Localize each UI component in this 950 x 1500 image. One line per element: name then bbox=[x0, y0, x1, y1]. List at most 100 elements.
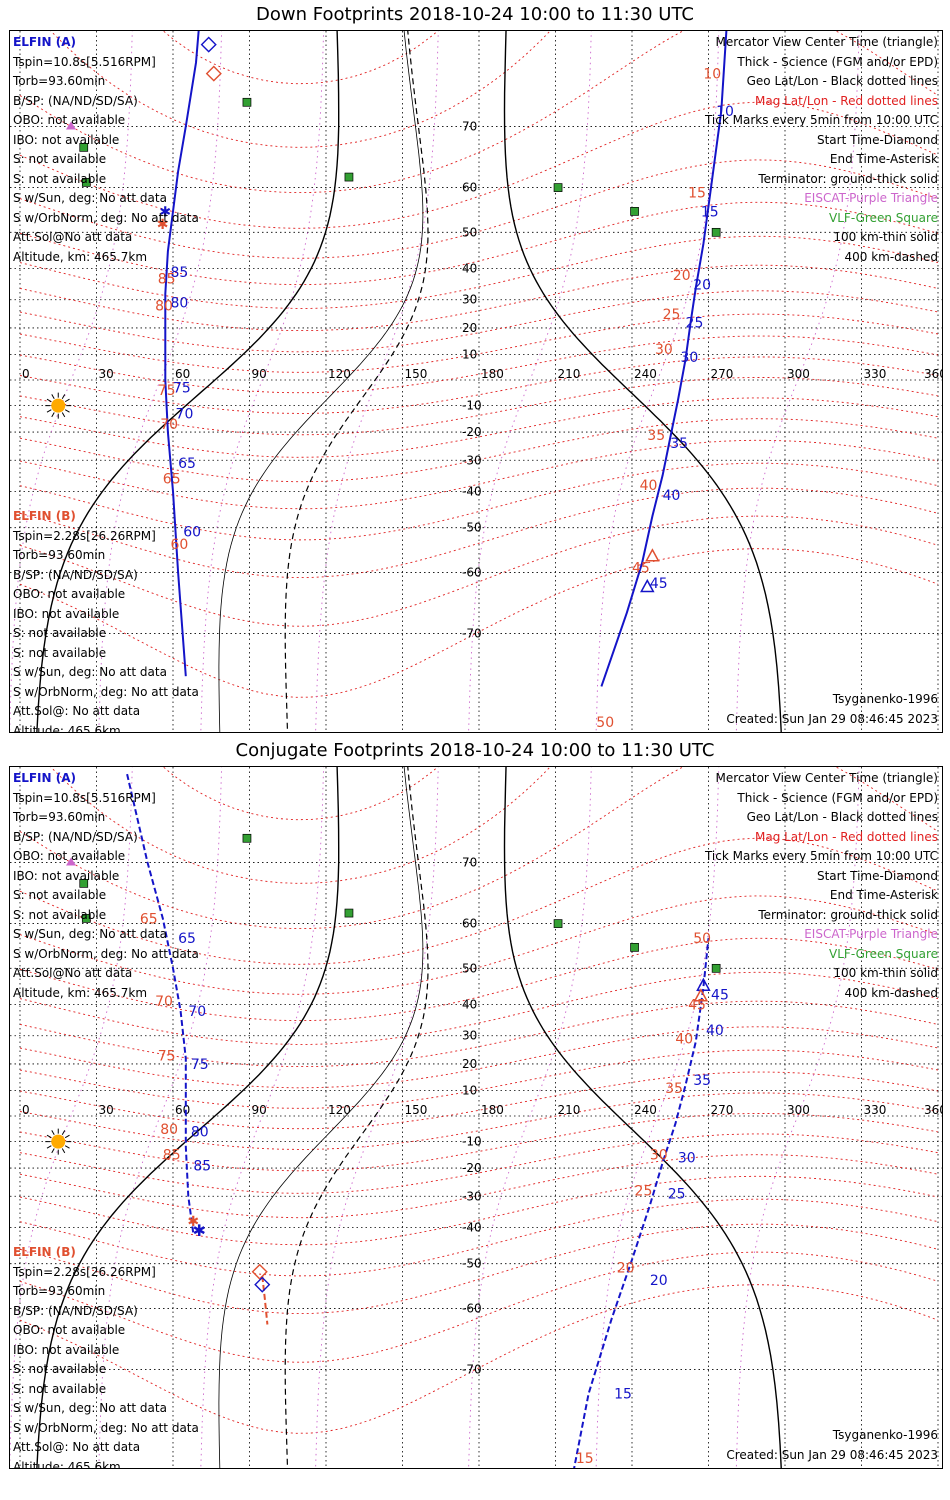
mag-meridian bbox=[200, 767, 325, 1468]
legend: Mercator View Center Time (triangle) Thi… bbox=[705, 33, 938, 267]
legend-item: Mag Lat/Lon - Red dotted lines bbox=[754, 829, 938, 844]
tick-time-label: 70 bbox=[188, 1004, 206, 1020]
legend-item: VLF-Green Square bbox=[829, 946, 938, 961]
x-tick-label: 180 bbox=[481, 1103, 504, 1117]
tick-time-label: 25 bbox=[668, 1186, 686, 1202]
info-line: B/SP: (NA/ND/SD/SA) bbox=[13, 829, 138, 844]
legend-item: Tick Marks every 5min from 10:00 UTC bbox=[704, 113, 938, 127]
vlf-square bbox=[630, 943, 639, 952]
mag-lat-gridline bbox=[19, 290, 939, 353]
elfin-b-header: ELFIN (B) bbox=[13, 1245, 76, 1259]
tick-time-label: 60 bbox=[183, 525, 201, 541]
tick-time-label: 60 bbox=[170, 537, 188, 553]
y-tick-label: 20 bbox=[462, 1057, 477, 1071]
sun-ray bbox=[64, 1134, 70, 1139]
tick-time-label: 20 bbox=[650, 1273, 668, 1289]
legend-item: Mag Lat/Lon - Red dotted lines bbox=[754, 93, 938, 108]
sun-ray bbox=[64, 398, 70, 403]
mag-meridian bbox=[98, 767, 223, 1468]
end-asterisk: ✱ bbox=[193, 1221, 206, 1240]
info-line: IBO: not available bbox=[13, 606, 120, 621]
sun-ray bbox=[46, 409, 52, 413]
mag-lat-gridline bbox=[50, 31, 551, 148]
sun-ray bbox=[61, 394, 66, 399]
start-diamond bbox=[251, 1263, 268, 1280]
terminator-100km-line bbox=[218, 767, 424, 1468]
center-triangle bbox=[640, 578, 655, 593]
info-line: Tspin=10.8s[5.516RPM] bbox=[13, 54, 156, 69]
info-line: S: not available bbox=[13, 171, 107, 186]
info-line: S w/Sun, deg: No att data bbox=[13, 665, 167, 679]
x-tick-label: 240 bbox=[634, 367, 657, 381]
vlf-square bbox=[242, 833, 252, 843]
vlf-square bbox=[81, 178, 91, 187]
legend-item: 400 km-dashed bbox=[844, 249, 938, 264]
legend-item: Geo Lat/Lon - Black dotted lines bbox=[746, 810, 938, 824]
tick-time-label: 75 bbox=[173, 381, 191, 397]
sun-icon bbox=[51, 398, 66, 413]
mag-lat-gridline bbox=[19, 937, 939, 1022]
x-tick-label: 150 bbox=[405, 367, 428, 381]
terminator-100km-line bbox=[218, 31, 424, 732]
tick-time-label: 85 bbox=[158, 271, 176, 287]
mag-meridian bbox=[10, 767, 133, 1468]
sun-ray bbox=[46, 1134, 52, 1139]
mag-lat-gridline bbox=[19, 201, 939, 286]
tick-time-label: 45 bbox=[688, 998, 706, 1014]
x-tick-label: 90 bbox=[252, 367, 267, 381]
tick-time-label: 75 bbox=[158, 1049, 176, 1065]
info-line: Altitude, km: 465.7km bbox=[13, 249, 148, 264]
model-label: Tsyganenko-1996 bbox=[832, 1428, 938, 1442]
tick-time-label: 65 bbox=[163, 472, 181, 488]
end-asterisk: ✱ bbox=[157, 217, 169, 233]
info-line: Altitude, km: 465.7km bbox=[13, 985, 148, 1000]
tick-time-label: 30 bbox=[655, 342, 673, 358]
tick-time-label: 85 bbox=[193, 1158, 211, 1174]
legend-item: Mercator View Center Time (triangle) bbox=[715, 35, 938, 49]
info-line: Torb=93.60min bbox=[13, 548, 106, 562]
x-tick-label: 90 bbox=[252, 1103, 267, 1117]
sun-ray bbox=[61, 1130, 66, 1135]
sun-ray bbox=[61, 1148, 66, 1154]
sun-ray bbox=[51, 412, 55, 418]
info-line: S w/Sun, deg: No att data bbox=[13, 191, 167, 205]
x-tick-label: 330 bbox=[864, 367, 887, 381]
tick-time-label: 25 bbox=[686, 315, 704, 331]
y-tick-label: 20 bbox=[462, 321, 477, 335]
terminator-ground-line bbox=[503, 31, 782, 732]
info-line: Att.Sol@No att data bbox=[13, 230, 133, 244]
tick-time-label: 40 bbox=[675, 1032, 693, 1048]
y-tick-label: 40 bbox=[462, 998, 477, 1012]
info-line: Altitude: 465.6km bbox=[13, 723, 121, 733]
terminator-ground-line bbox=[36, 767, 340, 1468]
y-tick-label: -10 bbox=[462, 399, 482, 413]
tick-time-label: 40 bbox=[706, 1023, 724, 1039]
info-line: S: not available bbox=[13, 888, 107, 902]
vlf-square bbox=[344, 908, 354, 918]
tick-time-label: 80 bbox=[170, 296, 188, 312]
info-line: B/SP: (NA/ND/SD/SA) bbox=[13, 567, 138, 582]
mag-meridian bbox=[468, 767, 592, 1468]
x-tick-label: 120 bbox=[328, 367, 351, 381]
x-tick-label: 270 bbox=[711, 1103, 734, 1117]
vlf-square bbox=[79, 143, 89, 152]
tick-time-label: 65 bbox=[140, 911, 158, 927]
tick-time-label: 45 bbox=[711, 987, 729, 1003]
center-triangle bbox=[645, 548, 660, 562]
start-diamond bbox=[254, 1276, 271, 1293]
info-line: Torb=93.60min bbox=[13, 810, 106, 824]
sun-ray bbox=[61, 412, 66, 418]
vlf-square bbox=[711, 227, 721, 237]
mag-lat-gridline bbox=[19, 1049, 939, 1109]
sun-ray bbox=[51, 394, 55, 399]
info-line: Att.Sol@: No att data bbox=[13, 1440, 141, 1454]
mag-lat-gridline bbox=[19, 235, 939, 309]
mag-lat-gridline bbox=[19, 1092, 939, 1150]
center-triangle bbox=[696, 977, 711, 991]
info-line: Tspin=2.28s[26.26RPM] bbox=[13, 1264, 156, 1279]
y-tick-label: 30 bbox=[462, 293, 477, 307]
legend-item: 400 km-dashed bbox=[844, 985, 938, 1000]
legend-item: 100 km-thin solid bbox=[833, 966, 938, 980]
x-tick-label: 360 bbox=[924, 367, 942, 381]
tick-time-label: 30 bbox=[678, 1150, 696, 1166]
